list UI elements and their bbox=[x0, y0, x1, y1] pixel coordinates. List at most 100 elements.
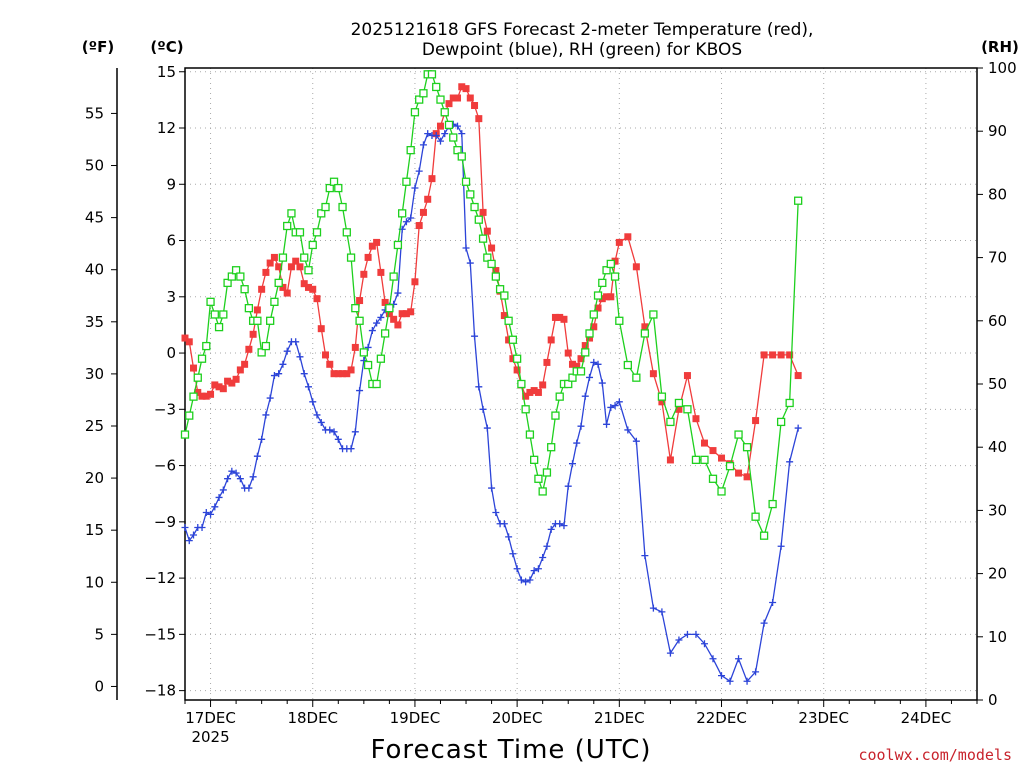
temperature-point bbox=[500, 312, 508, 320]
dewpoint-point bbox=[543, 542, 551, 550]
dewpoint-point bbox=[509, 550, 517, 558]
dewpoint-point bbox=[211, 503, 219, 511]
rh-point bbox=[278, 253, 288, 262]
dewpoint-point bbox=[539, 553, 547, 561]
dewpoint-point bbox=[590, 358, 598, 366]
rh-point bbox=[487, 259, 496, 269]
temperature-point bbox=[360, 270, 368, 278]
fahrenheit-tick-label: 30 bbox=[85, 365, 104, 383]
dewpoint-point bbox=[492, 508, 500, 516]
temperature-point bbox=[475, 115, 483, 123]
x-tick-label: 19DEC bbox=[390, 709, 441, 727]
rh-point bbox=[342, 228, 351, 237]
dewpoint-point bbox=[330, 428, 338, 436]
temperature-point bbox=[304, 283, 312, 291]
rh-point bbox=[436, 95, 445, 104]
rh-point bbox=[329, 177, 339, 186]
dewpoint-point bbox=[692, 630, 700, 638]
rh-point bbox=[504, 316, 513, 325]
celsius-tick-label: 9 bbox=[166, 175, 176, 193]
temperature-point bbox=[786, 351, 794, 359]
rh-point bbox=[261, 341, 271, 351]
temperature-point bbox=[581, 342, 589, 350]
temperature-point bbox=[181, 334, 189, 342]
temperature-point bbox=[586, 334, 594, 342]
rh-point bbox=[794, 196, 803, 205]
rh-point bbox=[236, 272, 245, 281]
rh-point bbox=[197, 354, 207, 363]
rh-tick-label: 90 bbox=[988, 122, 1007, 140]
temperature-point bbox=[330, 370, 338, 378]
rh-point bbox=[547, 443, 556, 452]
temperature-point bbox=[522, 392, 530, 400]
dewpoint-point bbox=[466, 259, 474, 267]
rh-point bbox=[717, 487, 726, 496]
rh-point bbox=[691, 455, 701, 464]
dewpoint-point bbox=[560, 522, 568, 530]
dewpoint-point bbox=[794, 424, 802, 432]
temperature-point bbox=[428, 175, 436, 183]
temperature-point bbox=[632, 263, 640, 271]
temperature-point bbox=[666, 456, 674, 464]
dewpoint-point bbox=[458, 130, 466, 138]
celsius-tick-label: 0 bbox=[166, 344, 176, 362]
temperature-point bbox=[777, 351, 785, 359]
rh-point bbox=[274, 278, 283, 288]
temperature-point bbox=[228, 379, 236, 387]
dewpoint-point bbox=[415, 167, 423, 175]
temperature-point bbox=[594, 304, 602, 312]
rh-point bbox=[376, 354, 386, 363]
temperature-point bbox=[343, 370, 351, 378]
dewpoint-series bbox=[181, 120, 802, 685]
dewpoint-point bbox=[522, 578, 530, 586]
dewpoint-line bbox=[184, 123, 799, 683]
rh-point bbox=[725, 462, 735, 471]
temperature-point bbox=[462, 85, 470, 93]
dewpoint-point bbox=[513, 565, 521, 573]
rh-point bbox=[538, 487, 547, 496]
rh-point bbox=[402, 177, 411, 186]
fahrenheit-tick-label: 10 bbox=[85, 573, 104, 591]
temperature-point bbox=[398, 310, 406, 318]
temperature-point bbox=[373, 238, 381, 246]
temperature-point bbox=[207, 390, 215, 398]
dewpoint-point bbox=[666, 649, 674, 657]
rh-point bbox=[393, 240, 403, 250]
fahrenheit-tick-label: 25 bbox=[85, 417, 104, 435]
temperature-point bbox=[377, 268, 385, 276]
dewpoint-point bbox=[500, 520, 508, 528]
rh-point bbox=[300, 253, 309, 262]
rh-point bbox=[742, 443, 752, 452]
rh-point bbox=[776, 417, 786, 427]
rh-point bbox=[530, 455, 539, 464]
celsius-tick-label: −9 bbox=[154, 513, 176, 531]
temperature-point bbox=[317, 325, 325, 333]
temperature-point bbox=[607, 293, 615, 301]
temperature-point bbox=[709, 447, 717, 455]
dewpoint-point bbox=[760, 619, 768, 627]
temperature-point bbox=[309, 285, 317, 293]
rh-point bbox=[640, 329, 650, 338]
temperature-point bbox=[547, 336, 555, 344]
dewpoint-point bbox=[402, 218, 410, 226]
rh-point bbox=[649, 310, 658, 319]
rh-point bbox=[180, 430, 190, 439]
rh-point bbox=[449, 133, 458, 142]
dewpoint-point bbox=[586, 373, 594, 381]
temperature-point bbox=[505, 336, 513, 344]
rh-unit-label: (RH) bbox=[981, 38, 1019, 56]
temperature-point bbox=[262, 268, 270, 276]
rh-point bbox=[491, 272, 500, 281]
rh-point bbox=[585, 329, 594, 338]
rh-tick-label: 30 bbox=[988, 501, 1007, 519]
dewpoint-point bbox=[219, 486, 227, 494]
temperature-point bbox=[683, 372, 691, 380]
rh-point bbox=[534, 474, 543, 483]
dewpoint-point bbox=[603, 420, 611, 428]
temperature-point bbox=[513, 366, 521, 374]
plot-frame bbox=[184, 67, 978, 701]
dewpoint-point bbox=[581, 392, 589, 400]
